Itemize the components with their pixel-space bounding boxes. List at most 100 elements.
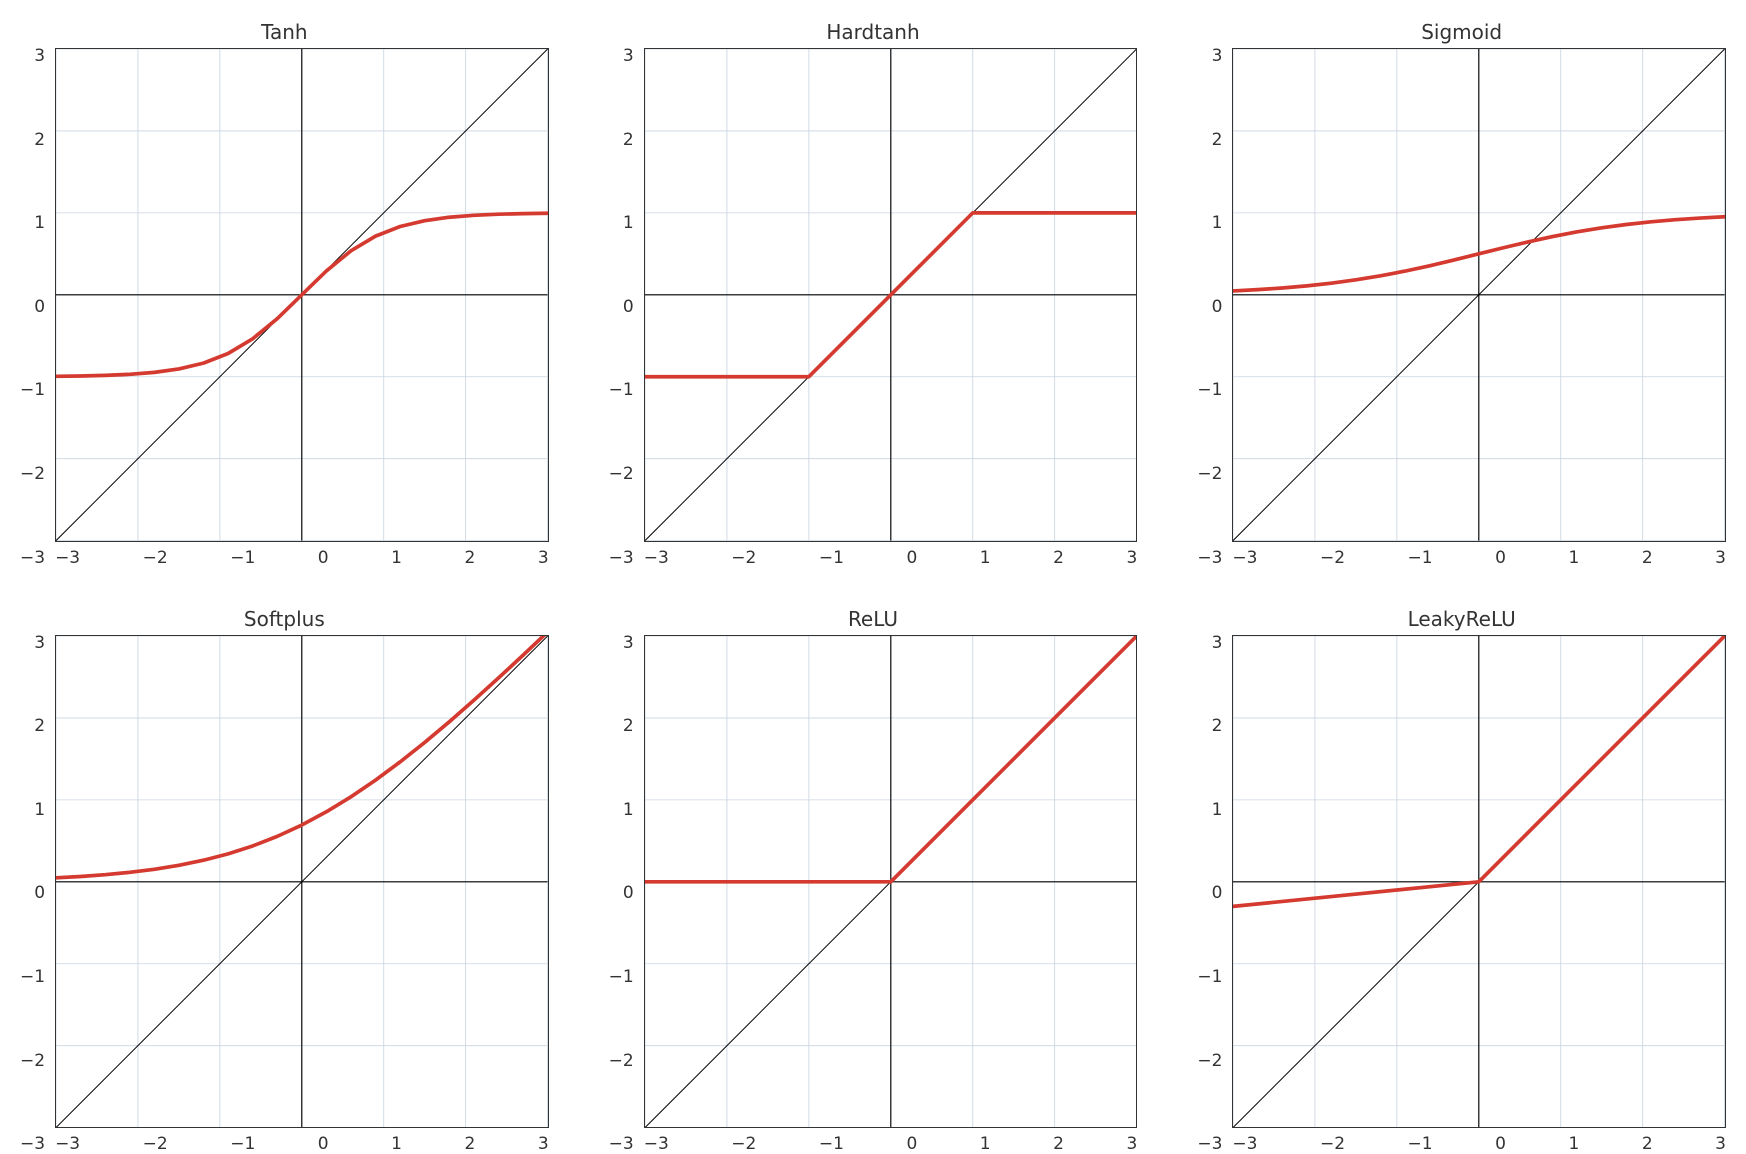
x-tick-label: −2 [1320,1136,1345,1153]
x-tick-label: −3 [644,550,669,567]
y-tick-label: −2 [1197,1053,1222,1070]
y-tick-label: 2 [623,132,634,149]
x-tick-label: −1 [819,1136,844,1153]
y-tick-label: 3 [623,48,634,65]
x-tick-label: 0 [1495,550,1506,567]
x-tick-labels: −3 −2 −1 0 1 2 3 [55,542,549,567]
plot-and-xticks: −3−2−10123 [644,635,1138,1154]
x-tick-label: 3 [1126,550,1137,567]
y-tick-label: −1 [20,382,45,399]
y-tick-label: 3 [1212,635,1223,652]
x-tick-label: 1 [980,550,991,567]
y-tick-label: 1 [1212,802,1223,819]
y-tick-label: 3 [34,48,45,65]
x-tick-label: 2 [1642,550,1653,567]
x-tick-labels: −3−2−10123 [644,1128,1138,1153]
y-tick-label: 0 [34,885,45,902]
panel-title: Sigmoid [1421,20,1502,44]
x-tick-label: 3 [538,550,549,567]
x-tick-label: 3 [1715,550,1726,567]
x-tick-label: 1 [1568,550,1579,567]
y-tick-label: 2 [34,132,45,149]
y-tick-label: 1 [34,215,45,232]
plot-and-xticks: −3−2−10123 [1232,48,1726,567]
panel-title: LeakyReLU [1408,607,1516,631]
y-tick-label: −1 [1197,969,1222,986]
panel-title: ReLU [848,607,898,631]
x-tick-label: −1 [230,550,255,567]
x-tick-label: 2 [1642,1136,1653,1153]
x-tick-label: −3 [1232,550,1257,567]
x-tick-label: 3 [1715,1136,1726,1153]
y-tick-label: 2 [34,718,45,735]
plot-and-xticks: −3−2−10123 [55,635,549,1154]
x-tick-labels: −3−2−10123 [55,1128,549,1153]
y-tick-label: −2 [1197,466,1222,483]
x-tick-label: −3 [644,1136,669,1153]
y-tick-labels: 3210−1−2−3 [20,635,55,1154]
y-tick-label: 1 [1212,215,1223,232]
x-tick-label: 2 [464,550,475,567]
x-tick-label: −2 [731,550,756,567]
panel-tanh: Tanh3210−1−2−3−3−2−10123 [20,20,549,567]
panel-sigmoid: Sigmoid3210−1−2−3−3−2−10123 [1197,20,1726,567]
plot-svg [55,635,549,1129]
y-tick-labels: 3210−1−2−3 [1197,48,1232,567]
x-tick-label: −2 [731,1136,756,1153]
panel-leakyrelu: LeakyReLU3210−1−2−3−3−2−10123 [1197,607,1726,1154]
x-tick-label: 0 [318,1136,329,1153]
x-tick-labels: −3 −2 −1 0 1 2 3 [644,542,1138,567]
y-tick-label: 0 [623,885,634,902]
x-tick-label: 2 [464,1136,475,1153]
y-tick-label: 3 [1212,48,1223,65]
y-tick-label: 2 [623,718,634,735]
y-tick-label: 0 [1212,299,1223,316]
x-tick-label: −1 [819,550,844,567]
x-tick-label: 1 [391,550,402,567]
y-tick-label: 2 [1212,718,1223,735]
plot-wrap: 3 2 1 0 −1 −2 −3−3 −2 −1 0 1 2 3 [609,48,1138,567]
x-tick-label: 0 [906,1136,917,1153]
y-tick-label: −2 [20,1053,45,1070]
plot-and-xticks: −3−2−10123 [1232,635,1726,1154]
x-tick-label: 2 [1053,550,1064,567]
plot-svg [55,48,549,542]
plot-svg [644,48,1138,542]
panel-relu: ReLU3210−1−2−3−3−2−10123 [609,607,1138,1154]
y-tick-label: −3 [20,550,45,567]
x-tick-label: −3 [55,1136,80,1153]
panel-softplus: Softplus3210−1−2−3−3−2−10123 [20,607,549,1154]
y-tick-labels: 3210−1−2−3 [1197,635,1232,1154]
y-tick-label: −2 [609,466,634,483]
x-tick-label: 1 [980,1136,991,1153]
y-tick-label: −2 [609,1053,634,1070]
y-tick-label: −3 [20,1136,45,1153]
y-tick-label: 3 [34,635,45,652]
y-tick-label: 2 [1212,132,1223,149]
x-tick-labels: −3−2−10123 [1232,542,1726,567]
y-tick-label: −1 [20,969,45,986]
x-tick-label: −2 [143,550,168,567]
x-tick-label: −3 [55,550,80,567]
y-tick-label: −1 [1197,382,1222,399]
x-tick-label: 0 [1495,1136,1506,1153]
plot-wrap: 3210−1−2−3−3−2−10123 [1197,48,1726,567]
plot-wrap: 3210−1−2−3−3−2−10123 [20,635,549,1154]
y-tick-labels: 3210−1−2−3 [609,635,644,1154]
x-tick-label: 0 [318,550,329,567]
x-tick-label: −1 [230,1136,255,1153]
x-tick-label: 0 [906,550,917,567]
y-tick-label: 0 [34,299,45,316]
y-tick-label: 3 [623,635,634,652]
plot-wrap: 3210−1−2−3−3−2−10123 [609,635,1138,1154]
y-tick-label: −1 [609,969,634,986]
y-tick-label: 0 [1212,885,1223,902]
y-tick-label: 1 [623,215,634,232]
y-tick-label: −1 [609,382,634,399]
plot-svg [1232,635,1726,1129]
y-tick-label: 1 [623,802,634,819]
plot-wrap: 3210−1−2−3−3−2−10123 [1197,635,1726,1154]
chart-grid: Tanh3210−1−2−3−3−2−10123Hardtanh3210−1−2… [20,20,1726,1058]
panel-title: Tanh [261,20,308,44]
x-tick-label: −1 [1408,550,1433,567]
